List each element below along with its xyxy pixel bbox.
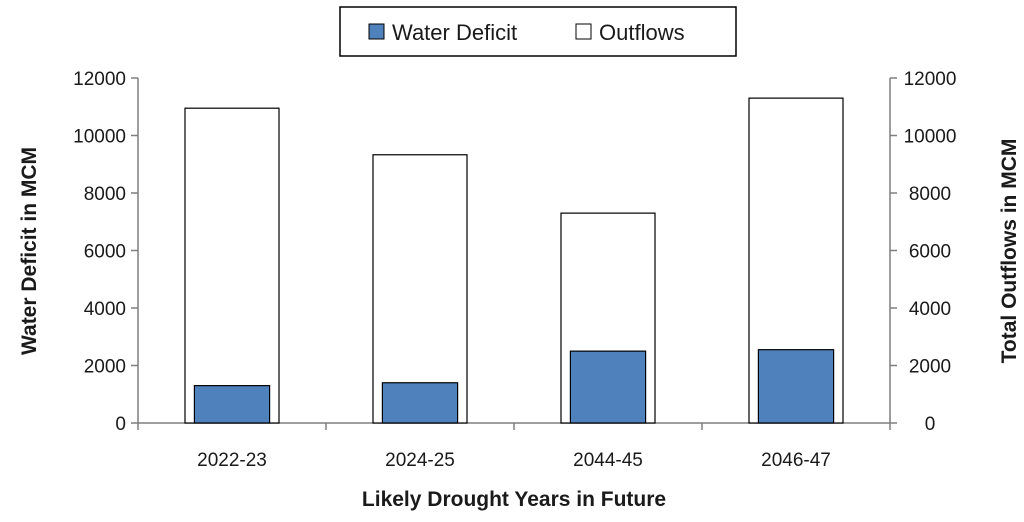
y-left-tick-label: 6000 xyxy=(84,242,126,263)
x-tick-label: 2044-45 xyxy=(573,450,643,471)
water-deficit-bar xyxy=(381,382,459,424)
y-axis-left-title: Water Deficit in MCM xyxy=(18,147,41,355)
legend-swatch-outflows xyxy=(575,23,592,40)
y-axis-right-ticks: 0 2000 4000 6000 8000 10000 12000 xyxy=(890,69,956,435)
water-deficit-bars xyxy=(193,349,835,424)
legend-label-outflows: Outflows xyxy=(599,20,685,45)
y-left-tick-label: 8000 xyxy=(84,184,126,205)
outflows-bar xyxy=(184,107,280,424)
legend-box xyxy=(339,6,737,57)
outflows-bars xyxy=(184,97,844,424)
legend-label-water-deficit: Water Deficit xyxy=(392,20,517,45)
y-right-tick-label: 4000 xyxy=(909,299,951,320)
water-deficit-bar xyxy=(757,349,835,424)
y-right-tick-label: 8000 xyxy=(909,184,951,205)
y-left-tick-label: 4000 xyxy=(84,299,126,320)
y-right-tick-label: 0 xyxy=(925,414,936,435)
y-left-tick-label: 0 xyxy=(115,414,126,435)
water-deficit-bar xyxy=(193,385,271,424)
y-right-tick-label: 10000 xyxy=(904,127,957,148)
y-right-tick-label: 6000 xyxy=(909,242,951,263)
y-left-tick-label: 10000 xyxy=(73,127,126,148)
y-left-tick-label: 2000 xyxy=(84,357,126,378)
x-axis-title: Likely Drought Years in Future xyxy=(362,488,666,511)
x-tick-label: 2024-25 xyxy=(385,450,455,471)
y-left-tick-label: 12000 xyxy=(73,69,126,90)
y-axis-right-title: Total Outflows in MCM xyxy=(998,139,1021,364)
legend: Water Deficit Outflows xyxy=(339,6,737,57)
y-right-tick-label: 2000 xyxy=(909,357,951,378)
x-tick-label: 2046-47 xyxy=(761,450,831,471)
y-right-tick-label: 12000 xyxy=(904,69,957,90)
x-axis-ticks: 2022-23 2024-25 2044-45 2046-47 xyxy=(137,423,891,471)
y-axis-left-ticks: 0 2000 4000 6000 8000 10000 12000 xyxy=(73,69,138,435)
water-deficit-bar xyxy=(569,350,647,424)
x-tick-label: 2022-23 xyxy=(197,450,267,471)
legend-swatch-water-deficit xyxy=(368,23,385,40)
